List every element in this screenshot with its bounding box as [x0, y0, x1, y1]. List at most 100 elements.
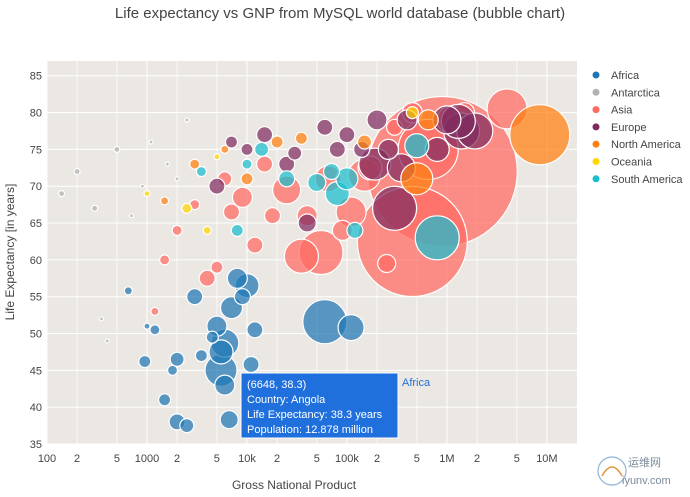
legend-item-label[interactable]: South America: [611, 174, 683, 186]
bubble-antarctica[interactable]: [174, 176, 180, 182]
x-tick-label: 5: [214, 453, 220, 465]
bubble-antarctica[interactable]: [113, 145, 121, 153]
bubble-asia[interactable]: [222, 203, 241, 221]
legend-item-label[interactable]: Asia: [611, 105, 633, 117]
bubble-antarctica[interactable]: [73, 167, 81, 176]
legend-marker: [592, 123, 600, 131]
bubble-africa[interactable]: [166, 364, 179, 376]
bubble-europe[interactable]: [372, 185, 418, 231]
bubble-africa[interactable]: [208, 339, 234, 365]
bubble-africa[interactable]: [233, 288, 251, 306]
bubble-africa[interactable]: [205, 330, 219, 344]
x-tick-label: 2: [374, 453, 380, 465]
bubble-africa[interactable]: [169, 351, 185, 367]
bubble-north-america[interactable]: [294, 131, 308, 145]
bubble-north-america[interactable]: [270, 135, 284, 149]
bubble-europe[interactable]: [224, 135, 239, 149]
bubble-oceania[interactable]: [213, 153, 221, 161]
bubble-north-america[interactable]: [240, 172, 254, 186]
legend-item-label[interactable]: Oceania: [611, 157, 653, 169]
bubble-oceania[interactable]: [181, 202, 193, 214]
bubble-africa[interactable]: [158, 393, 172, 407]
bubble-europe[interactable]: [287, 145, 303, 161]
bubble-africa[interactable]: [143, 322, 151, 330]
bubble-europe[interactable]: [366, 109, 388, 131]
bubble-africa[interactable]: [138, 354, 152, 369]
legend-item-label[interactable]: Antarctica: [611, 87, 661, 99]
bubble-north-america[interactable]: [189, 158, 201, 170]
bubble-europe[interactable]: [328, 140, 346, 158]
bubble-south-america[interactable]: [241, 158, 253, 170]
bubble-south-america[interactable]: [278, 170, 296, 188]
bubble-antarctica[interactable]: [184, 117, 190, 123]
bubble-south-america[interactable]: [254, 141, 270, 157]
bubble-south-america[interactable]: [195, 165, 207, 178]
bubble-antarctica[interactable]: [128, 213, 135, 219]
bubble-europe[interactable]: [240, 142, 254, 156]
bubble-europe[interactable]: [256, 126, 274, 144]
bubble-europe[interactable]: [316, 118, 334, 136]
bubble-africa[interactable]: [194, 349, 208, 363]
bubble-antarctica[interactable]: [148, 139, 154, 145]
legend-item-label[interactable]: Africa: [611, 70, 640, 82]
bubble-north-america[interactable]: [160, 196, 170, 206]
bubble-asia[interactable]: [231, 186, 253, 208]
bubble-asia[interactable]: [159, 254, 171, 266]
bubble-oceania[interactable]: [143, 190, 151, 198]
bubble-africa[interactable]: [149, 324, 161, 336]
bubble-europe[interactable]: [377, 138, 399, 160]
bubble-africa[interactable]: [214, 374, 236, 396]
bubble-south-america[interactable]: [230, 223, 244, 237]
bubble-south-america[interactable]: [322, 162, 341, 181]
bubble-oceania[interactable]: [405, 105, 419, 120]
bubble-africa[interactable]: [219, 410, 239, 430]
bubble-africa[interactable]: [123, 286, 133, 296]
bubble-europe[interactable]: [297, 213, 317, 233]
bubble-antarctica[interactable]: [57, 190, 66, 198]
bubble-antarctica[interactable]: [91, 204, 99, 212]
tooltip-series-label: Africa: [402, 377, 431, 389]
x-tick-label: 10M: [536, 453, 557, 465]
bubble-north-america[interactable]: [400, 162, 434, 196]
bubble-africa[interactable]: [337, 314, 365, 342]
y-tick-label: 40: [30, 402, 42, 414]
bubble-asia[interactable]: [377, 253, 397, 274]
bubble-africa[interactable]: [246, 321, 264, 339]
bubble-oceania[interactable]: [202, 225, 212, 235]
bubble-asia[interactable]: [150, 306, 160, 316]
bubble-antarctica[interactable]: [164, 161, 170, 167]
bubble-antarctica[interactable]: [104, 338, 110, 344]
bubble-africa[interactable]: [226, 267, 248, 289]
legend-item-label[interactable]: Europe: [611, 122, 646, 134]
bubble-north-america[interactable]: [417, 109, 439, 131]
bubble-africa[interactable]: [186, 288, 204, 306]
y-tick-label: 65: [30, 218, 42, 230]
x-tick-label: 5: [114, 453, 120, 465]
bubble-antarctica[interactable]: [139, 183, 145, 189]
bubble-asia[interactable]: [283, 238, 319, 274]
bubble-europe[interactable]: [208, 177, 226, 195]
bubble-asia[interactable]: [263, 207, 282, 225]
bubble-south-america[interactable]: [307, 172, 327, 193]
bubble-asia[interactable]: [256, 155, 274, 173]
bubble-north-america[interactable]: [356, 134, 373, 150]
bubble-europe[interactable]: [338, 126, 356, 144]
bubble-south-america[interactable]: [346, 221, 364, 239]
bubble-africa[interactable]: [242, 355, 260, 374]
bubble-south-america[interactable]: [404, 133, 430, 159]
tooltip-country: Country: Angola: [247, 394, 326, 406]
bubble-antarctica[interactable]: [98, 316, 105, 322]
legend-item-label[interactable]: North America: [611, 139, 682, 151]
bubble-south-america[interactable]: [414, 215, 460, 261]
x-tick-label: 10k: [238, 453, 256, 465]
bubble-asia[interactable]: [171, 224, 183, 236]
x-tick-label: 1M: [439, 453, 454, 465]
bubble-asia[interactable]: [246, 236, 264, 254]
bubble-north-america[interactable]: [509, 104, 571, 166]
legend-marker: [592, 158, 600, 165]
bubble-north-america[interactable]: [220, 144, 230, 154]
watermark-logo-icon: [597, 456, 627, 486]
bubble-asia[interactable]: [198, 269, 216, 287]
bubble-africa[interactable]: [179, 418, 195, 434]
bubble-asia[interactable]: [210, 260, 224, 274]
